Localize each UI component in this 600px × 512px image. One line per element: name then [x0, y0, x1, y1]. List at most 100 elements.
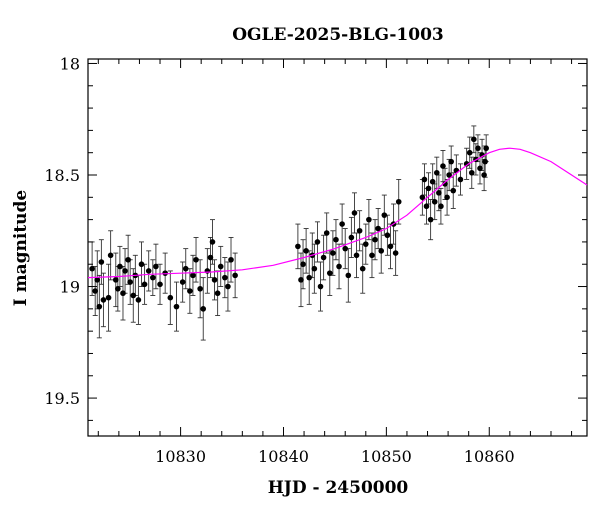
plot-frame	[87, 58, 588, 437]
data-point	[359, 265, 366, 272]
data-point	[92, 288, 99, 294]
y-tick-label: 18.5	[44, 166, 80, 185]
data-point	[317, 283, 324, 290]
data-point	[475, 145, 481, 152]
data-point	[442, 181, 448, 187]
data-point	[225, 283, 231, 290]
data-point	[120, 290, 126, 297]
data-point	[130, 292, 137, 299]
data-point	[395, 198, 402, 205]
x-tick-label: 10860	[464, 447, 515, 466]
data-point	[378, 248, 385, 254]
data-point	[135, 297, 142, 303]
data-point	[323, 230, 330, 236]
data-point	[444, 194, 450, 201]
data-point	[342, 245, 349, 252]
data-point	[303, 248, 309, 254]
data-point	[141, 281, 148, 288]
data-point	[433, 169, 440, 176]
data-point	[125, 256, 131, 263]
data-point	[211, 277, 218, 283]
data-point	[345, 272, 352, 279]
chart-title: OGLE-2025-BLG-1003	[232, 25, 444, 45]
data-point	[457, 176, 464, 183]
data-point	[477, 165, 483, 172]
data-point	[167, 294, 174, 301]
y-tick-label: 19	[60, 278, 80, 297]
data-point	[482, 158, 488, 165]
data-point	[193, 256, 199, 263]
data-point	[366, 216, 372, 223]
data-point	[217, 263, 224, 270]
data-point	[115, 285, 121, 292]
data-point	[157, 281, 163, 288]
data-point	[483, 145, 489, 152]
data-point	[197, 285, 203, 292]
y-tick-label: 18	[60, 54, 80, 73]
data-point	[228, 256, 234, 263]
data-point	[427, 216, 434, 223]
data-point	[100, 297, 107, 303]
y-tick-label: 19.5	[44, 389, 80, 408]
data-point	[339, 221, 345, 227]
data-point	[200, 306, 207, 312]
data-point	[150, 274, 156, 281]
axis-ticks: 10830 10840 10850 10860 18 18.5 19 19.5	[44, 54, 587, 466]
data-point	[153, 263, 159, 270]
data-point	[179, 279, 186, 285]
data-point	[419, 194, 426, 201]
data-point	[463, 161, 470, 167]
data-point	[96, 303, 103, 310]
data-point	[423, 203, 430, 210]
data-point	[438, 203, 444, 210]
data-point	[98, 259, 105, 265]
data-point	[468, 169, 475, 176]
data-point	[214, 290, 221, 297]
data-point	[145, 268, 152, 274]
data-point	[190, 272, 196, 279]
data-point	[112, 277, 119, 283]
data-point	[429, 178, 436, 185]
data-point	[330, 250, 336, 256]
data-point	[392, 250, 399, 256]
data-point	[353, 252, 360, 259]
data-point	[222, 274, 228, 281]
data-point	[107, 252, 114, 259]
data-point	[356, 227, 363, 234]
data-point	[436, 190, 442, 196]
data-point	[204, 268, 211, 274]
data-point	[209, 239, 216, 245]
y-axis-label: I magnitude	[11, 190, 31, 307]
data-point	[466, 149, 473, 156]
data-point	[300, 261, 306, 268]
x-tick-label: 10850	[361, 447, 412, 466]
data-point	[173, 303, 180, 310]
data-point	[232, 272, 238, 279]
data-point	[431, 198, 438, 205]
x-tick-label: 10840	[258, 447, 309, 466]
model-curve	[87, 147, 588, 279]
data-point	[425, 185, 432, 192]
x-tick-label: 10830	[155, 447, 206, 466]
data-point	[381, 212, 388, 218]
data-point	[122, 268, 128, 274]
data-point	[384, 232, 391, 239]
data-point	[440, 163, 446, 169]
data-point	[333, 236, 339, 243]
data-point	[89, 265, 95, 272]
data-point	[369, 252, 375, 259]
data-point	[351, 210, 358, 216]
data-point	[182, 265, 189, 272]
data-point	[481, 172, 487, 178]
data-point	[314, 239, 321, 245]
data-point	[311, 265, 318, 272]
data-point	[375, 225, 381, 232]
data-point	[117, 263, 123, 270]
data-point	[471, 136, 477, 143]
data-point	[362, 241, 369, 247]
data-point	[326, 270, 333, 276]
data-point	[298, 277, 304, 283]
data-point	[295, 243, 301, 250]
data-point	[138, 261, 145, 268]
